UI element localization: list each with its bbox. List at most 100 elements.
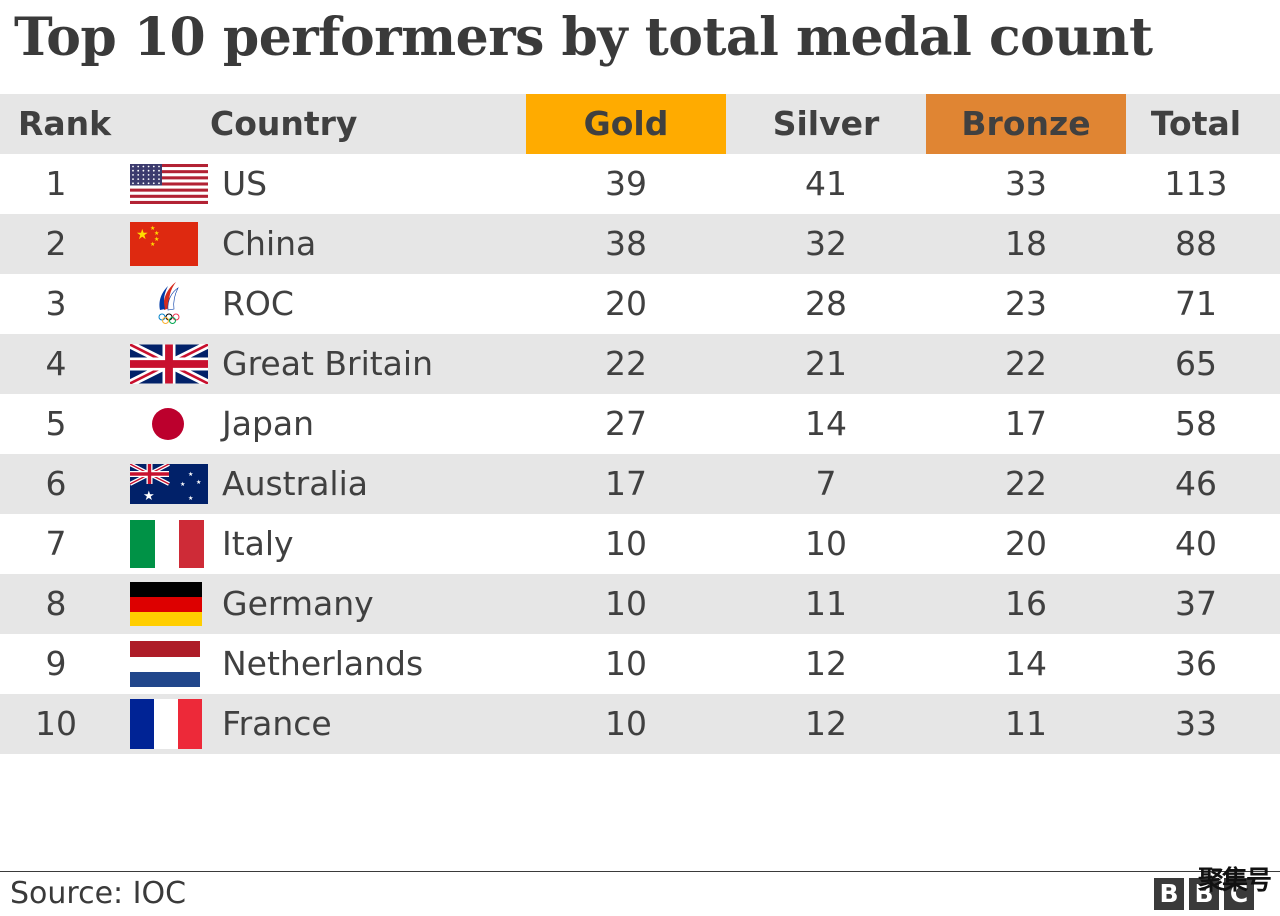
silver-count-cell: 7 — [726, 454, 926, 514]
header-gold: Gold — [526, 94, 726, 154]
us-flag-icon — [130, 164, 208, 204]
table-row: 9 Netherlands 10 12 14 36 — [0, 634, 1280, 694]
svg-text:★: ★ — [150, 241, 155, 248]
bronze-count-cell: 23 — [926, 274, 1126, 334]
total-count-cell: 33 — [1126, 694, 1266, 754]
header-country: Country — [210, 94, 357, 154]
bbc-logo-letter: B — [1154, 878, 1184, 910]
bronze-count-cell: 17 — [926, 394, 1126, 454]
gold-count-cell: 17 — [526, 454, 726, 514]
svg-text:★: ★ — [188, 495, 193, 502]
china-flag-icon: ★ ★ ★ ★ ★ — [130, 222, 208, 262]
rank-cell: 10 — [0, 694, 112, 754]
rank-cell: 1 — [0, 154, 112, 214]
germany-flag-icon — [130, 582, 208, 622]
total-count-cell: 46 — [1126, 454, 1266, 514]
rank-cell: 2 — [0, 214, 112, 274]
table-row: 1 US 39 41 33 113 — [0, 154, 1280, 214]
rank-cell: 6 — [0, 454, 112, 514]
silver-count-cell: 11 — [726, 574, 926, 634]
bronze-count-cell: 11 — [926, 694, 1126, 754]
svg-text:★: ★ — [188, 471, 193, 478]
table-row: 3 ROC 20 28 23 71 — [0, 274, 1280, 334]
table-row: 4 Great Britain 22 21 22 65 — [0, 334, 1280, 394]
japan-flag-icon — [130, 406, 208, 446]
total-count-cell: 71 — [1126, 274, 1266, 334]
silver-count-cell: 28 — [726, 274, 926, 334]
svg-text:★: ★ — [196, 479, 201, 486]
total-count-cell: 88 — [1126, 214, 1266, 274]
country-name-cell: Japan — [222, 394, 314, 454]
bronze-count-cell: 18 — [926, 214, 1126, 274]
gold-count-cell: 10 — [526, 514, 726, 574]
chart-title: Top 10 performers by total medal count — [14, 4, 1152, 72]
bronze-count-cell: 33 — [926, 154, 1126, 214]
header-rank: Rank — [18, 94, 111, 154]
gold-count-cell: 10 — [526, 694, 726, 754]
gold-count-cell: 22 — [526, 334, 726, 394]
country-name-cell: Great Britain — [222, 334, 433, 394]
silver-count-cell: 14 — [726, 394, 926, 454]
svg-text:★: ★ — [143, 489, 155, 504]
country-name-cell: Germany — [222, 574, 374, 634]
rank-cell: 3 — [0, 274, 112, 334]
country-name-cell: Australia — [222, 454, 368, 514]
total-count-cell: 37 — [1126, 574, 1266, 634]
header-silver: Silver — [726, 94, 926, 154]
table-row: 5 Japan 27 14 17 58 — [0, 394, 1280, 454]
country-name-cell: US — [222, 154, 267, 214]
silver-count-cell: 12 — [726, 634, 926, 694]
australia-flag-icon: ★ ★ ★ ★ ★ — [130, 464, 208, 504]
gold-count-cell: 20 — [526, 274, 726, 334]
country-name-cell: France — [222, 694, 332, 754]
italy-flag-icon — [130, 520, 208, 560]
watermark-text: 聚集号 — [1198, 866, 1270, 896]
france-flag-icon — [130, 699, 208, 739]
svg-text:★: ★ — [136, 227, 149, 243]
rank-cell: 4 — [0, 334, 112, 394]
rank-cell: 7 — [0, 514, 112, 574]
silver-count-cell: 32 — [726, 214, 926, 274]
table-body: 1 US 39 41 33 113 2 China 38 32 18 88 ★ ★ ★ ★ ★ 3 ROC 20 28 2… — [0, 154, 1280, 754]
country-name-cell: Netherlands — [222, 634, 423, 694]
netherlands-flag-icon — [130, 641, 208, 681]
bronze-count-cell: 22 — [926, 334, 1126, 394]
table-row: 6 Australia 17 7 22 46 ★ ★ ★ ★ ★ — [0, 454, 1280, 514]
silver-count-cell: 12 — [726, 694, 926, 754]
rank-cell: 5 — [0, 394, 112, 454]
gold-count-cell: 27 — [526, 394, 726, 454]
bronze-count-cell: 22 — [926, 454, 1126, 514]
header-total: Total — [1126, 94, 1266, 154]
bronze-count-cell: 16 — [926, 574, 1126, 634]
gold-count-cell: 10 — [526, 634, 726, 694]
silver-count-cell: 41 — [726, 154, 926, 214]
svg-text:★: ★ — [180, 481, 185, 488]
rank-cell: 9 — [0, 634, 112, 694]
total-count-cell: 65 — [1126, 334, 1266, 394]
table-row: 10 France 10 12 11 33 — [0, 694, 1280, 754]
silver-count-cell: 10 — [726, 514, 926, 574]
silver-count-cell: 21 — [726, 334, 926, 394]
gold-count-cell: 39 — [526, 154, 726, 214]
gold-count-cell: 10 — [526, 574, 726, 634]
table-header-row: Rank Country Gold Silver Bronze Total — [0, 94, 1280, 154]
table-row: 7 Italy 10 10 20 40 — [0, 514, 1280, 574]
source-note: Source: IOC — [10, 876, 186, 912]
total-count-cell: 58 — [1126, 394, 1266, 454]
gold-count-cell: 38 — [526, 214, 726, 274]
table-row: 2 China 38 32 18 88 ★ ★ ★ ★ ★ — [0, 214, 1280, 274]
country-name-cell: Italy — [222, 514, 294, 574]
medal-table: Rank Country Gold Silver Bronze Total 1 U… — [0, 94, 1280, 754]
roc-emblem-icon — [130, 280, 208, 320]
total-count-cell: 40 — [1126, 514, 1266, 574]
rank-cell: 8 — [0, 574, 112, 634]
total-count-cell: 113 — [1126, 154, 1266, 214]
bronze-count-cell: 20 — [926, 514, 1126, 574]
country-name-cell: China — [222, 214, 316, 274]
bronze-count-cell: 14 — [926, 634, 1126, 694]
total-count-cell: 36 — [1126, 634, 1266, 694]
country-name-cell: ROC — [222, 274, 294, 334]
header-bronze: Bronze — [926, 94, 1126, 154]
uk-flag-icon — [130, 344, 208, 384]
table-row: 8 Germany 10 11 16 37 — [0, 574, 1280, 634]
